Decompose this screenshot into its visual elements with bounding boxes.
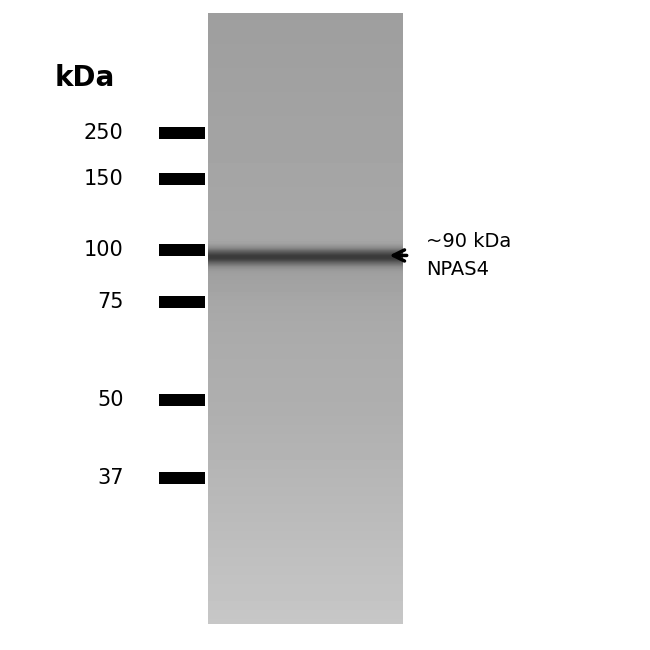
Bar bbox=[159, 127, 205, 139]
Text: 250: 250 bbox=[84, 124, 124, 143]
Bar bbox=[159, 472, 205, 484]
Bar bbox=[159, 394, 205, 406]
Text: 75: 75 bbox=[97, 292, 124, 312]
Text: 50: 50 bbox=[97, 390, 124, 410]
Text: ~90 kDa: ~90 kDa bbox=[426, 231, 511, 251]
Text: 100: 100 bbox=[84, 240, 124, 260]
Bar bbox=[159, 244, 205, 256]
Text: NPAS4: NPAS4 bbox=[426, 260, 489, 280]
Text: 37: 37 bbox=[97, 468, 124, 488]
Bar bbox=[159, 173, 205, 185]
Text: 150: 150 bbox=[84, 169, 124, 188]
Bar bbox=[159, 296, 205, 308]
Text: kDa: kDa bbox=[55, 64, 114, 92]
